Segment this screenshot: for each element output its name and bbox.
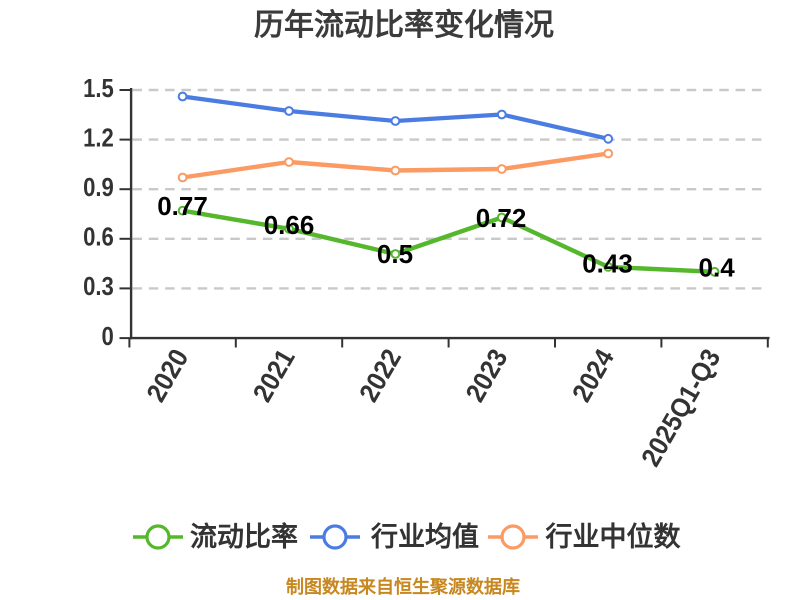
svg-text:1.2: 1.2: [83, 124, 114, 153]
svg-text:0.72: 0.72: [476, 203, 527, 233]
svg-text:0.43: 0.43: [582, 249, 633, 279]
svg-text:0: 0: [102, 322, 114, 351]
svg-text:0.77: 0.77: [157, 191, 208, 221]
svg-text:1.5: 1.5: [83, 74, 114, 103]
svg-text:0.6: 0.6: [83, 223, 114, 252]
svg-text:行业中位数: 行业中位数: [545, 521, 682, 552]
svg-text:0.4: 0.4: [699, 252, 736, 282]
svg-text:0.5: 0.5: [377, 239, 413, 269]
svg-text:0.9: 0.9: [83, 173, 114, 202]
svg-text:0.66: 0.66: [264, 210, 315, 240]
svg-text:制图数据来自恒生聚源数据库: 制图数据来自恒生聚源数据库: [286, 576, 520, 597]
svg-text:0.3: 0.3: [83, 273, 114, 302]
svg-text:行业均值: 行业均值: [370, 521, 479, 552]
svg-text:历年流动比率变化情况: 历年流动比率变化情况: [254, 8, 554, 42]
svg-text:流动比率: 流动比率: [190, 521, 298, 552]
